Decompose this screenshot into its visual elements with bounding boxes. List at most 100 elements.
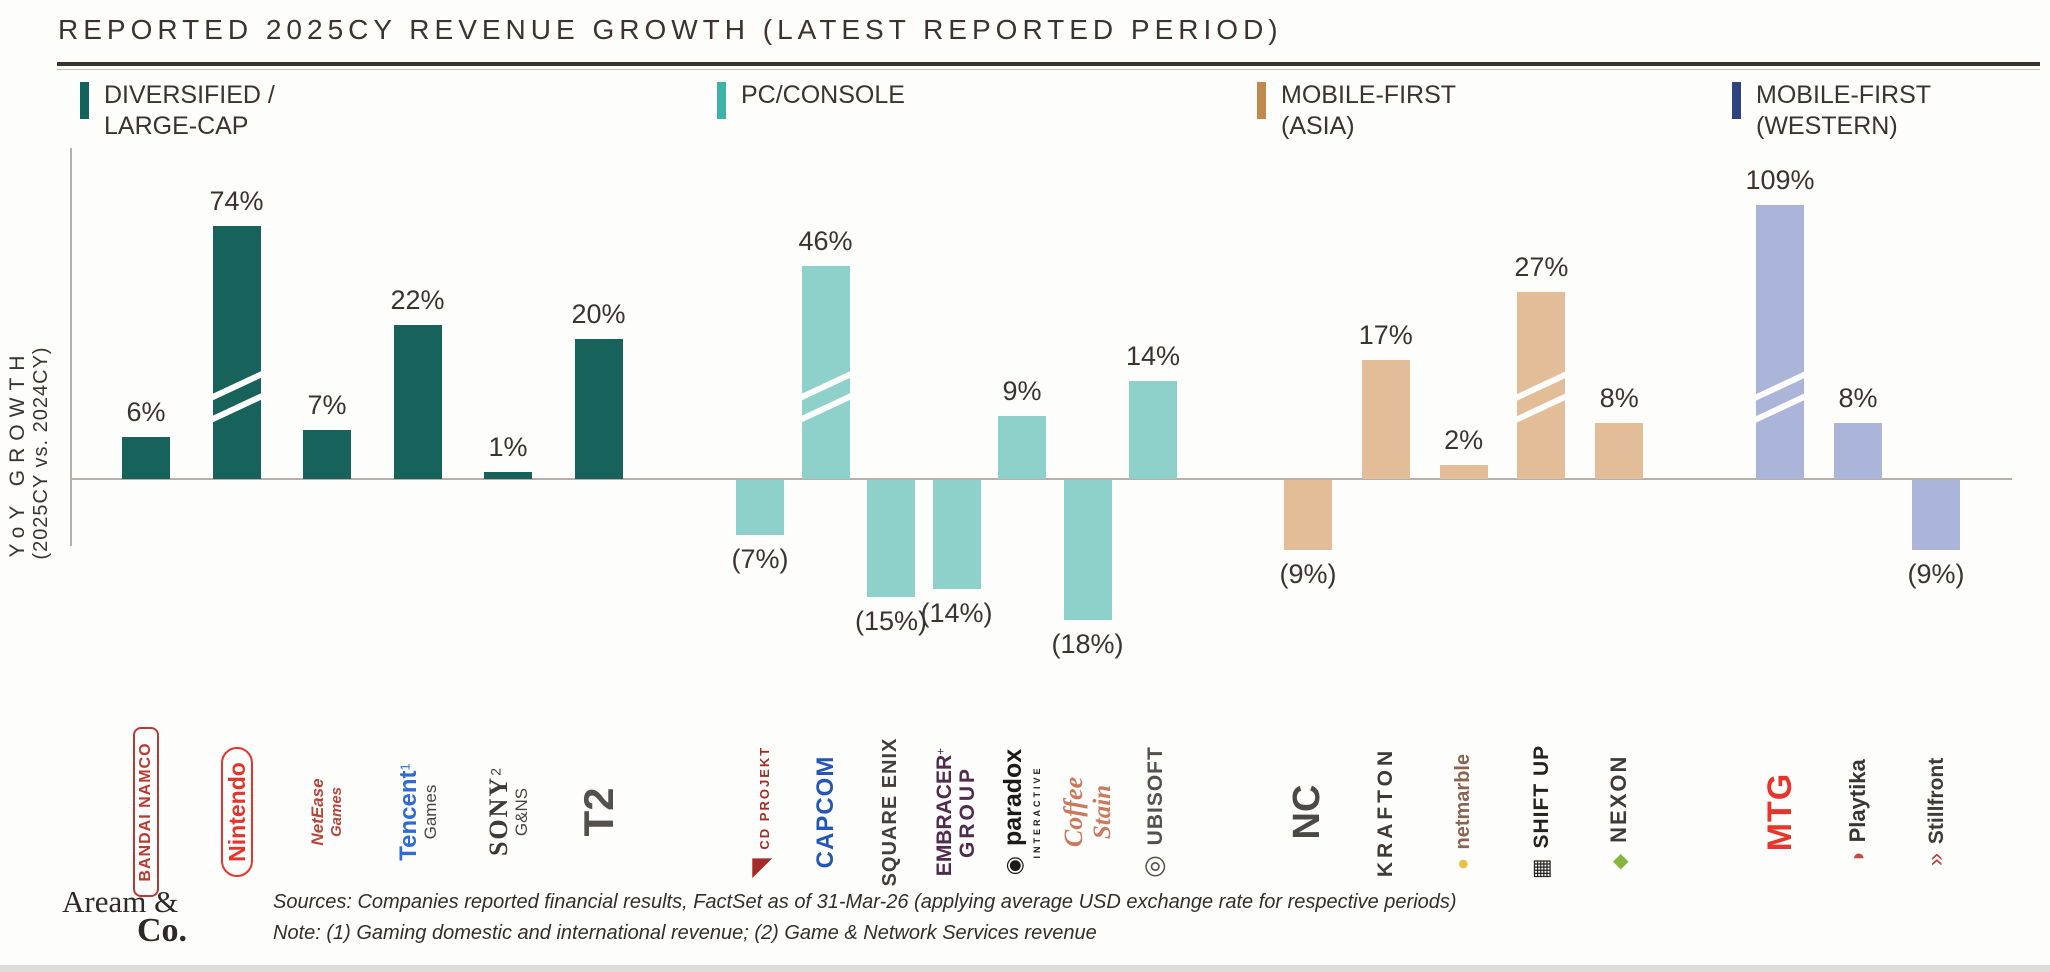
logo-square-enix: SQUARE ENIX (854, 717, 928, 907)
bar-paradox-interactive (998, 416, 1046, 479)
value-label-krafton: 17% (1358, 320, 1413, 350)
footnote-superscript: 2 (487, 767, 504, 776)
bar-playtika (1834, 423, 1882, 479)
logo-take-two-t2: T2 (562, 717, 636, 907)
logo-text-line: ◆ NEXON (1606, 755, 1632, 870)
logo-shift-up: ▦ SHIFT UP (1504, 717, 1578, 907)
legend-item-pc-console: PC/CONSOLE (717, 80, 905, 119)
logo-text-line: NetEase (308, 778, 328, 846)
nexon-mark-icon: ◆ (1608, 853, 1631, 870)
bar-coffee-stain (1063, 480, 1112, 620)
legend-item-mobile-first-asia: MOBILE-FIRST (ASIA) (1257, 80, 1511, 142)
logo-tencent-games: Tencent1 Games (381, 717, 455, 907)
logo-text: Playtika (1845, 759, 1871, 849)
value-label-netmarble: 2% (1444, 425, 1484, 455)
title-rule (57, 62, 2040, 66)
logo-mtg: MTG (1743, 717, 1817, 907)
logo-text-line: INTERACTIVE (1027, 766, 1044, 859)
logo-text-line: ◥ CD PROJEKT (745, 745, 775, 878)
legend-item-mobile-first-western: MOBILE-FIRST (WESTERN) (1732, 80, 1986, 142)
logo-text: Nintendo (220, 747, 253, 877)
logo-text: Stain (1088, 784, 1116, 840)
logo-text: Games (420, 784, 440, 840)
value-label-mtg: 109% (1745, 165, 1815, 195)
logo-text: Games (327, 786, 345, 838)
logo-text-line: ◉ paradox (999, 749, 1027, 876)
legend-marker-icon (717, 82, 726, 119)
bar-stillfront (1912, 480, 1960, 550)
bar-capcom (801, 266, 850, 479)
bottom-edge-strip (0, 965, 2050, 972)
logo-text-line: Nintendo (220, 747, 253, 877)
logo-text: netmarble (1451, 753, 1474, 856)
logo-netmarble: ● netmarble (1427, 717, 1501, 907)
paradox-interactive-mark-icon: ◉ (1000, 856, 1026, 876)
bar-netease-games (303, 430, 351, 479)
legend-label: DIVERSIFIED / LARGE-CAP (104, 81, 275, 140)
logo-text-line: Coffee (1058, 776, 1088, 848)
bar-take-two-t2 (574, 339, 623, 479)
bar-ncsoft (1284, 480, 1332, 550)
logo-text: GROUP (955, 766, 979, 859)
sources-text: Sources: Companies reported financial re… (273, 891, 1457, 913)
logo-netease-games: NetEase Games (290, 717, 364, 907)
shift-up-mark-icon: ▦ (1528, 858, 1554, 880)
logo-text-line: GROUP (955, 766, 980, 859)
logo-text-line: KRAFTON (1373, 746, 1397, 878)
logo-bandai-namco: BANDAI NAMCO (109, 717, 183, 907)
value-label-cd-projekt: (7%) (731, 544, 789, 574)
value-label-ncsoft: (9%) (1279, 559, 1337, 589)
logo-text: CD PROJEKT (756, 745, 772, 856)
logo-text: MTG (1760, 772, 1799, 852)
value-label-nexon: 8% (1599, 383, 1639, 413)
logo-sony-g-ns: SONY2 G&NS (471, 717, 545, 907)
value-label-embracer-group: (14%) (920, 598, 993, 628)
value-label-ubisoft: 14% (1125, 341, 1181, 371)
bar-cd-projekt (736, 480, 784, 535)
bar-nexon (1595, 423, 1644, 479)
value-label-take-two-t2: 20% (571, 299, 626, 329)
logo-stillfront: » Stillfront (1899, 717, 1973, 907)
value-label-square-enix: (15%) (854, 606, 928, 636)
playtika-mark-icon: ◑ (1845, 851, 1871, 865)
stillfront-mark-icon: » (1922, 852, 1950, 867)
legend-label: MOBILE-FIRST (WESTERN) (1756, 81, 1931, 140)
value-label-tencent-games: 22% (390, 285, 445, 315)
legend-marker-icon (80, 82, 89, 119)
logo-text: SHIFT UP (1530, 744, 1554, 856)
logo-text: KRAFTON (1373, 746, 1397, 878)
logo-text-line: ◑ Playtika (1845, 759, 1871, 865)
netmarble-mark-icon: ● (1451, 858, 1474, 871)
logo-text-line: Stain (1088, 785, 1115, 839)
logo-playtika: ◑ Playtika (1821, 717, 1895, 907)
logo-text: Tencent (394, 770, 422, 861)
bar-square-enix (867, 480, 915, 597)
value-label-coffee-stain: (18%) (1051, 629, 1124, 659)
logo-text-line: BANDAI NAMCO (133, 727, 159, 897)
value-label-nintendo: 74% (209, 186, 264, 216)
value-label-bandai-namco: 6% (126, 397, 166, 427)
logo-text: INTERACTIVE (1031, 765, 1042, 859)
legend-marker-icon (1257, 82, 1266, 119)
bar-tencent-games (393, 325, 442, 479)
logo-text: SQUARE ENIX (879, 737, 902, 887)
logo-cd-projekt: ◥ CD PROJEKT (723, 717, 797, 907)
logo-text-line: ● netmarble (1451, 753, 1475, 871)
bar-embracer-group (932, 480, 981, 589)
logo-text: Coffee (1058, 776, 1088, 848)
logo-nexon: ◆ NEXON (1582, 717, 1656, 907)
logo-text: NetEase (308, 778, 328, 846)
logo-text-line: T2 (575, 788, 622, 837)
value-label-capcom: 46% (798, 226, 853, 256)
footnote-superscript: 1 (397, 763, 413, 771)
bar-netmarble (1439, 465, 1488, 479)
legend-item-diversified-large-cap: DIVERSIFIED / LARGE-CAP (80, 80, 334, 142)
brand-logo-line1: Aream & (62, 884, 179, 919)
logo-text: EMBRACER (932, 754, 956, 877)
logo-text-line: NC (1286, 784, 1329, 840)
x-axis-line (70, 478, 2012, 480)
logo-nintendo: Nintendo (200, 717, 274, 907)
logo-ubisoft: ◎ UBISOFT (1116, 717, 1190, 907)
logo-text: NC (1286, 784, 1329, 840)
logo-coffee-stain: Coffee Stain (1051, 717, 1125, 907)
